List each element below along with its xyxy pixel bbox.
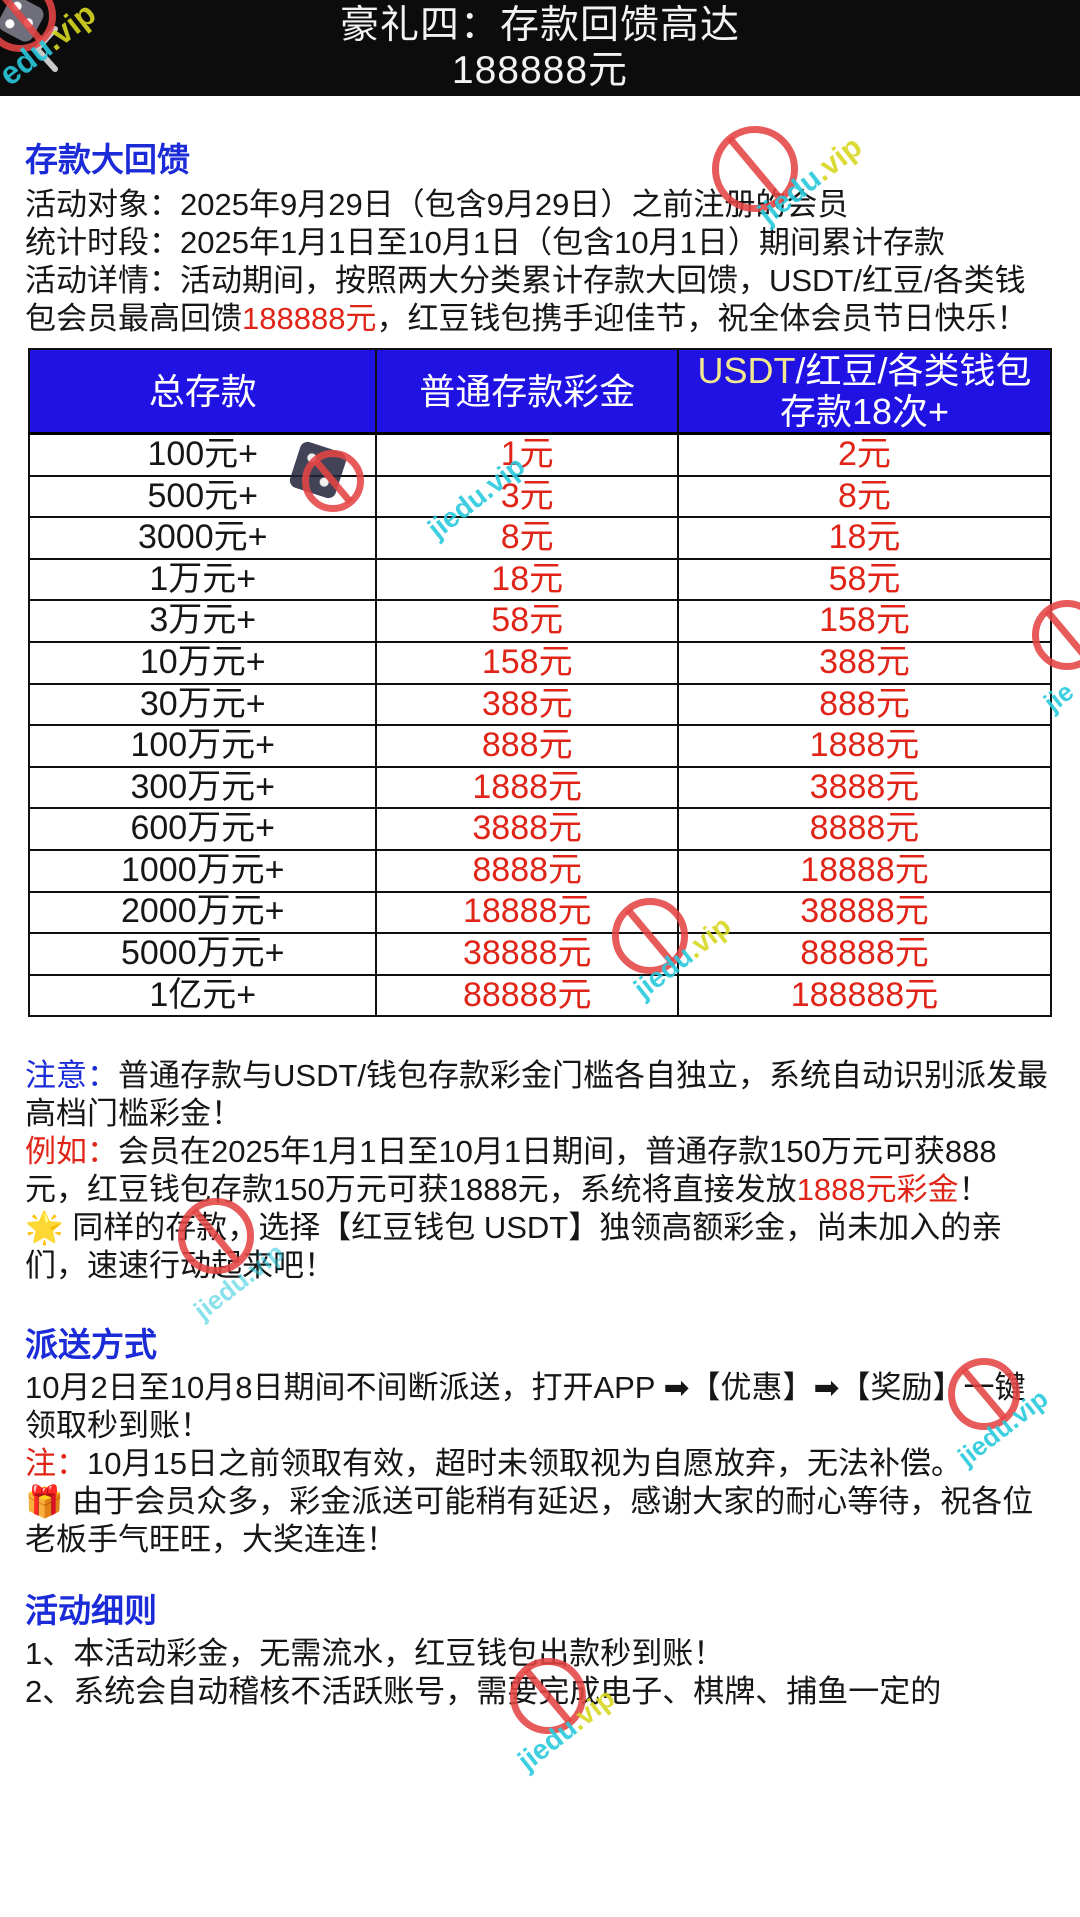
activity-target-line: 活动对象：2025年9月29日（包含9月29日）之前注册的会员 <box>25 187 849 222</box>
table-row: 2000万元+ 18888元 38888元 <box>27 890 1053 935</box>
normal-bonus-cell: 1888元 <box>375 765 679 810</box>
rule-item: 1、本活动彩金，无需流水，红豆钱包出款秒到账！ <box>25 1636 725 1672</box>
usdt-bonus-cell: 1888元 <box>676 724 1053 768</box>
normal-bonus-cell: 38888元 <box>375 932 679 976</box>
tier-cell: 3000元+ <box>27 516 378 560</box>
usdt-bonus-cell: 2元 <box>676 432 1053 477</box>
table-row: 5000万元+ 38888元 88888元 <box>27 932 1053 976</box>
normal-bonus-cell: 3888元 <box>375 807 679 851</box>
note-label: 注： <box>25 1446 87 1482</box>
col-header-normal-bonus: 普通存款彩金 <box>375 348 679 435</box>
tier-cell: 30万元+ <box>27 682 378 727</box>
normal-bonus-cell: 58元 <box>375 599 679 643</box>
page-title-amount: 188888元 <box>451 49 629 92</box>
normal-bonus-cell: 8888元 <box>375 848 679 893</box>
usdt-bonus-cell: 8888元 <box>676 807 1053 851</box>
normal-bonus-cell: 8元 <box>375 516 679 560</box>
normal-bonus-cell: 3元 <box>375 474 679 519</box>
normal-bonus-cell: 388元 <box>375 682 679 727</box>
normal-bonus-cell: 18元 <box>375 557 679 602</box>
table-row: 100元+ 1元 2元 <box>27 432 1053 477</box>
notice-line: 注意：普通存款与USDT/钱包存款彩金门槛各自独立，系统自动识别派发最高档门槛彩… <box>25 1058 1048 1132</box>
tier-cell: 10万元+ <box>27 640 378 685</box>
table-row: 1亿元+ 88888元 188888元 <box>27 973 1053 1018</box>
tier-cell: 500元+ <box>27 474 378 519</box>
back-icon[interactable] <box>32 26 58 72</box>
tier-cell: 600万元+ <box>27 807 378 851</box>
usdt-bonus-cell: 88888元 <box>676 932 1053 976</box>
table-row: 1万元+ 18元 58元 <box>27 557 1053 602</box>
usdt-bonus-cell: 388元 <box>676 640 1053 685</box>
usdt-bonus-cell: 58元 <box>676 557 1053 602</box>
section-heading-deposit-feedback: 存款大回馈 <box>25 141 190 178</box>
table-row: 1000万元+ 8888元 18888元 <box>27 848 1053 893</box>
table-row: 600万元+ 3888元 8888元 <box>27 807 1053 851</box>
tier-cell: 3万元+ <box>27 599 378 643</box>
table-header-row: 总存款 普通存款彩金 USDT/红豆/各类钱包存款18次+ <box>27 348 1053 435</box>
usdt-bonus-cell: 38888元 <box>676 890 1053 935</box>
usdt-bonus-cell: 3888元 <box>676 765 1053 810</box>
tier-cell: 100万元+ <box>27 724 378 768</box>
tier-cell: 1万元+ <box>27 557 378 602</box>
notice-label: 注意： <box>25 1058 118 1094</box>
usdt-bonus-cell: 18888元 <box>676 848 1053 893</box>
table-row: 300万元+ 1888元 3888元 <box>27 765 1053 810</box>
table-row: 10万元+ 158元 388元 <box>27 640 1053 685</box>
deposit-bonus-table: 总存款 普通存款彩金 USDT/红豆/各类钱包存款18次+ 100元+ 1元 2元 5… <box>27 348 1053 1018</box>
normal-bonus-cell: 1元 <box>375 432 679 477</box>
normal-bonus-cell: 18888元 <box>375 890 679 935</box>
normal-bonus-cell: 888元 <box>375 724 679 768</box>
statistics-period-line: 统计时段：2025年1月1日至10月1日（包含10月1日）期间累计存款 <box>25 225 945 260</box>
usdt-bonus-cell: 18元 <box>676 516 1053 560</box>
normal-bonus-cell: 88888元 <box>375 973 679 1018</box>
tier-cell: 2000万元+ <box>27 890 378 935</box>
app-header: 豪礼四：存款回馈高达 188888元 <box>0 0 1080 96</box>
activity-detail-line: 活动详情：活动期间，按照两大分类累计存款大回馈，USDT/红豆/各类钱包会员最高… <box>25 263 1028 336</box>
gift-icon: 🎁 <box>25 1484 64 1520</box>
example-label: 例如： <box>25 1134 118 1170</box>
normal-bonus-cell: 158元 <box>375 640 679 685</box>
gift-line: 🎁 由于会员众多，彩金派送可能稍有延迟，感谢大家的耐心等待，祝各位老板手气旺旺，… <box>25 1484 1034 1558</box>
usdt-bonus-cell: 158元 <box>676 599 1053 643</box>
deposit-table-body: 100元+ 1元 2元 500元+ 3元 8元 3000元+ 8元 18元 1万元+ 18元 58元 3… <box>27 432 1053 1018</box>
section-heading-delivery: 派送方式 <box>25 1326 157 1364</box>
table-row: 100万元+ 888元 1888元 <box>27 724 1053 768</box>
usdt-bonus-cell: 188888元 <box>676 973 1053 1018</box>
table-row: 3万元+ 58元 158元 <box>27 599 1053 643</box>
col-header-total-deposit: 总存款 <box>27 348 378 435</box>
example-line: 例如：会员在2025年1月1日至10月1日期间，普通存款150万元可获888元，… <box>25 1134 997 1208</box>
promo-content: 存款大回馈 活动对象：2025年9月29日（包含9月29日）之前注册的会员 统计… <box>0 140 1080 1711</box>
delivery-line: 10月2日至10月8日期间不间断派送，打开APP ➡【优惠】➡【奖励】一键领取秒… <box>25 1370 1026 1444</box>
star-cta-line: 🌟 同样的存款，选择【红豆钱包 USDT】独领高额彩金，尚未加入的亲们，速速行动… <box>25 1210 1003 1284</box>
max-bonus-amount: 188888元 <box>242 301 377 336</box>
table-row: 3000元+ 8元 18元 <box>27 516 1053 560</box>
tier-cell: 100元+ <box>27 432 378 477</box>
delivery-note-line: 注：10月15日之前领取有效，超时未领取视为自愿放弃，无法补偿。 <box>25 1446 962 1482</box>
section-heading-rules: 活动细则 <box>25 1592 157 1630</box>
tier-cell: 1亿元+ <box>27 973 378 1018</box>
usdt-bonus-cell: 888元 <box>676 682 1053 727</box>
usdt-bonus-cell: 8元 <box>676 474 1053 519</box>
example-bonus: 1888元彩金 <box>796 1172 959 1208</box>
star-icon: 🌟 <box>25 1210 64 1246</box>
col-header-usdt-bonus: USDT/红豆/各类钱包存款18次+ <box>676 348 1053 435</box>
table-row: 500元+ 3元 8元 <box>27 474 1053 519</box>
tier-cell: 1000万元+ <box>27 848 378 893</box>
table-row: 30万元+ 388元 888元 <box>27 682 1053 727</box>
tier-cell: 5000万元+ <box>27 932 378 976</box>
page-title: 豪礼四：存款回馈高达 <box>339 4 740 47</box>
tier-cell: 300万元+ <box>27 765 378 810</box>
rule-item: 2、系统会自动稽核不活跃账号，需要完成电子、棋牌、捕鱼一定的 <box>25 1674 942 1710</box>
